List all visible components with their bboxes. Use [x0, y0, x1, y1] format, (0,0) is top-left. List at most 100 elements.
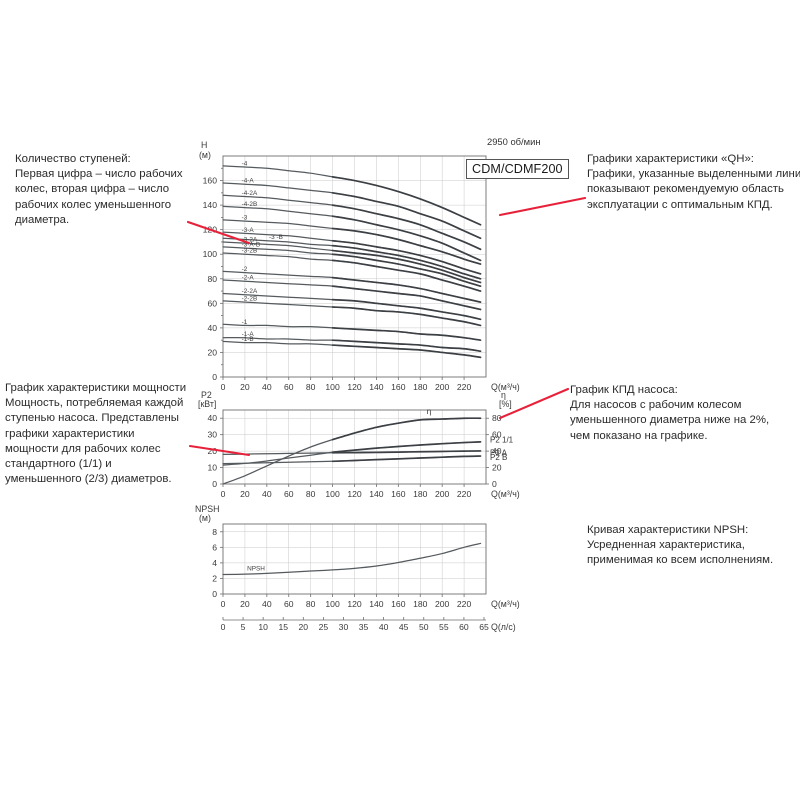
qh-curve-highlight--3-A-B [331, 253, 482, 287]
annotation-power: График характеристики мощности Мощность,… [5, 381, 200, 487]
xtick-secondary-label: 0 [221, 622, 226, 632]
ytick-left-label: 20 [207, 446, 217, 456]
xtick-label: 120 [347, 489, 362, 499]
annotation-qh-line: эксплуатации с оптимальным КПД. [587, 198, 773, 211]
qh-curve-label--4-2A: -4-2A [242, 190, 258, 197]
xtick-secondary-label: 60 [459, 622, 469, 632]
annotation-efficiency-line: График КПД насоса: [570, 384, 678, 396]
xtick-label: 60 [284, 382, 294, 392]
qh-curve-label--3-2B: -3-2B [242, 248, 258, 255]
xtick-label: 160 [391, 382, 406, 392]
p2-curve-highlight-eta [331, 417, 482, 441]
xtick-label: 80 [306, 489, 316, 499]
annotation-qh-line: показывают рекомендуемую область [587, 183, 784, 196]
qh-curve-label--1: -1 [242, 319, 248, 326]
npsh-x-axis-secondary-title: Q(л/с) [491, 622, 516, 632]
annotation-npsh-line: Кривая характеристики NPSH: [587, 524, 749, 536]
annotation-stages-line: Количество ступеней: [15, 153, 131, 165]
xtick-label: 100 [325, 489, 340, 499]
p2-label-p2-b: P2 B [490, 453, 507, 462]
xtick-label: 160 [391, 489, 406, 499]
annotation-power-line: графики характеристики [5, 427, 135, 440]
ytick-left-label: 40 [207, 413, 217, 423]
ytick-label: 0 [212, 372, 217, 382]
qh-curve-highlight--2-2A [331, 298, 482, 321]
xtick-label: 20 [240, 489, 250, 499]
qh-curve-label--2: -2 [242, 266, 248, 273]
xtick-label: 180 [413, 382, 428, 392]
npsh-x-axis-title: Q(м³/ч) [491, 599, 520, 609]
qh-curve-label--3: -3 [242, 215, 248, 222]
xtick-label: 20 [240, 382, 250, 392]
annotation-power-line: Мощность, потребляемая каждой [5, 397, 184, 410]
qh-chart-svg: -4-4-A-4-2A-4-2B-3-3-A-3 -B-3-2A-3-A-B-3… [199, 140, 520, 392]
qh-y-axis-unit: (м) [199, 150, 211, 160]
qh-curve-label--3-A: -3-A [242, 227, 255, 234]
annotation-efficiency: График КПД насоса: Для насосов с рабочим… [570, 383, 795, 444]
p2-x-axis-title: Q(м³/ч) [491, 489, 520, 499]
ytick-label: 140 [203, 200, 218, 210]
qh-curve-label--2-2A: -2-2A [242, 288, 258, 295]
ytick-right-label: 40 [492, 446, 502, 456]
xtick-label: 40 [262, 599, 272, 609]
qh-curve--1-B [222, 340, 482, 358]
qh-y-axis-title: H [201, 140, 207, 150]
xtick-label: 220 [457, 489, 472, 499]
p2-label-p2-a: P2 A [490, 448, 508, 457]
xtick-label: 100 [325, 382, 340, 392]
xtick-label: 200 [435, 382, 450, 392]
qh-curve-label--3-B: -3 -B [269, 234, 283, 241]
ytick-label: 60 [207, 298, 217, 308]
npsh-curve-label: NPSH [247, 566, 265, 573]
xtick-label: 180 [413, 489, 428, 499]
annotation-efficiency-line: уменьшенного диаметра ниже на 2%, [570, 414, 770, 427]
annotation-stages-line: Первая цифра – число рабочих [15, 168, 183, 181]
annotation-npsh-line: применимая ко всем исполнениям. [587, 554, 774, 567]
xtick-label: 100 [325, 599, 340, 609]
annotation-power-line: ступенью насоса. Представлены [5, 412, 179, 425]
qh-curve--3-2B [222, 252, 482, 292]
qh-curve-highlight--4-A [331, 191, 482, 240]
xtick-secondary-label: 15 [278, 622, 288, 632]
qh-curve-highlight--4-2B [331, 215, 482, 262]
qh-curve-label--1-A: -1-A [242, 331, 255, 338]
p2-curve-highlight-p2_a [331, 450, 482, 454]
ytick-label: 120 [203, 225, 218, 235]
annotation-stages-line: колес, вторая цифра – число [15, 183, 170, 196]
qh-curve--2-A [222, 279, 482, 311]
annotation-stages-line: рабочих колес уменьшенного [15, 198, 172, 211]
ytick-label: 0 [212, 589, 217, 599]
xtick-label: 80 [306, 599, 316, 609]
xtick-label: 220 [457, 599, 472, 609]
qh-curve-highlight--1 [331, 327, 482, 342]
xtick-label: 140 [369, 599, 384, 609]
xtick-secondary-label: 20 [299, 622, 309, 632]
xtick-secondary-label: 50 [419, 622, 429, 632]
xtick-label: 60 [284, 489, 294, 499]
ytick-label: 20 [207, 347, 217, 357]
p2-label-eta: η [427, 407, 431, 416]
qh-curve-label--2-2B: -2-2B [242, 296, 258, 303]
qh-curve-highlight--2-2B [331, 306, 482, 327]
annotation-power-line: График характеристики мощности [5, 382, 187, 394]
annotation-qh-line: Графики характеристики «QH»: [587, 153, 754, 165]
npsh-chart: NPSH 0 20 40 60 80 100 120 140 160 180 200 220 0 2 4 6 8 N… [186, 504, 566, 642]
qh-curve--3 [222, 219, 482, 265]
xtick-label: 200 [435, 489, 450, 499]
qh-curve--1 [222, 323, 482, 341]
qh-chart: -4 -4-A -4-2A -4-2B -3 -3-A -3 -B -3-2A -3-A-B -3… [186, 138, 566, 400]
xtick-label: 0 [221, 489, 226, 499]
power-efficiency-chart-svg: ηP2 1/1P2 AP2 B0 20 40 60 80 100 120 140 160 180 2… [198, 390, 520, 499]
annotation-stages: Количество ступеней: Первая цифра – числ… [15, 152, 195, 228]
ytick-left-label: 10 [207, 463, 217, 473]
ytick-label: 6 [212, 542, 217, 552]
qh-curve--1-A [222, 336, 482, 352]
ytick-label: 8 [212, 527, 217, 537]
qh-curve-highlight--3 [331, 227, 482, 265]
ytick-right-label: 60 [492, 430, 502, 440]
ytick-label: 4 [212, 558, 217, 568]
xtick-label: 140 [369, 382, 384, 392]
power-efficiency-chart: η P2 1/1 P2 A P2 B 0 20 40 60 80 100 120 140 160 180 2… [186, 390, 566, 506]
ytick-right-label: 20 [492, 463, 502, 473]
xtick-secondary-label: 30 [339, 622, 349, 632]
